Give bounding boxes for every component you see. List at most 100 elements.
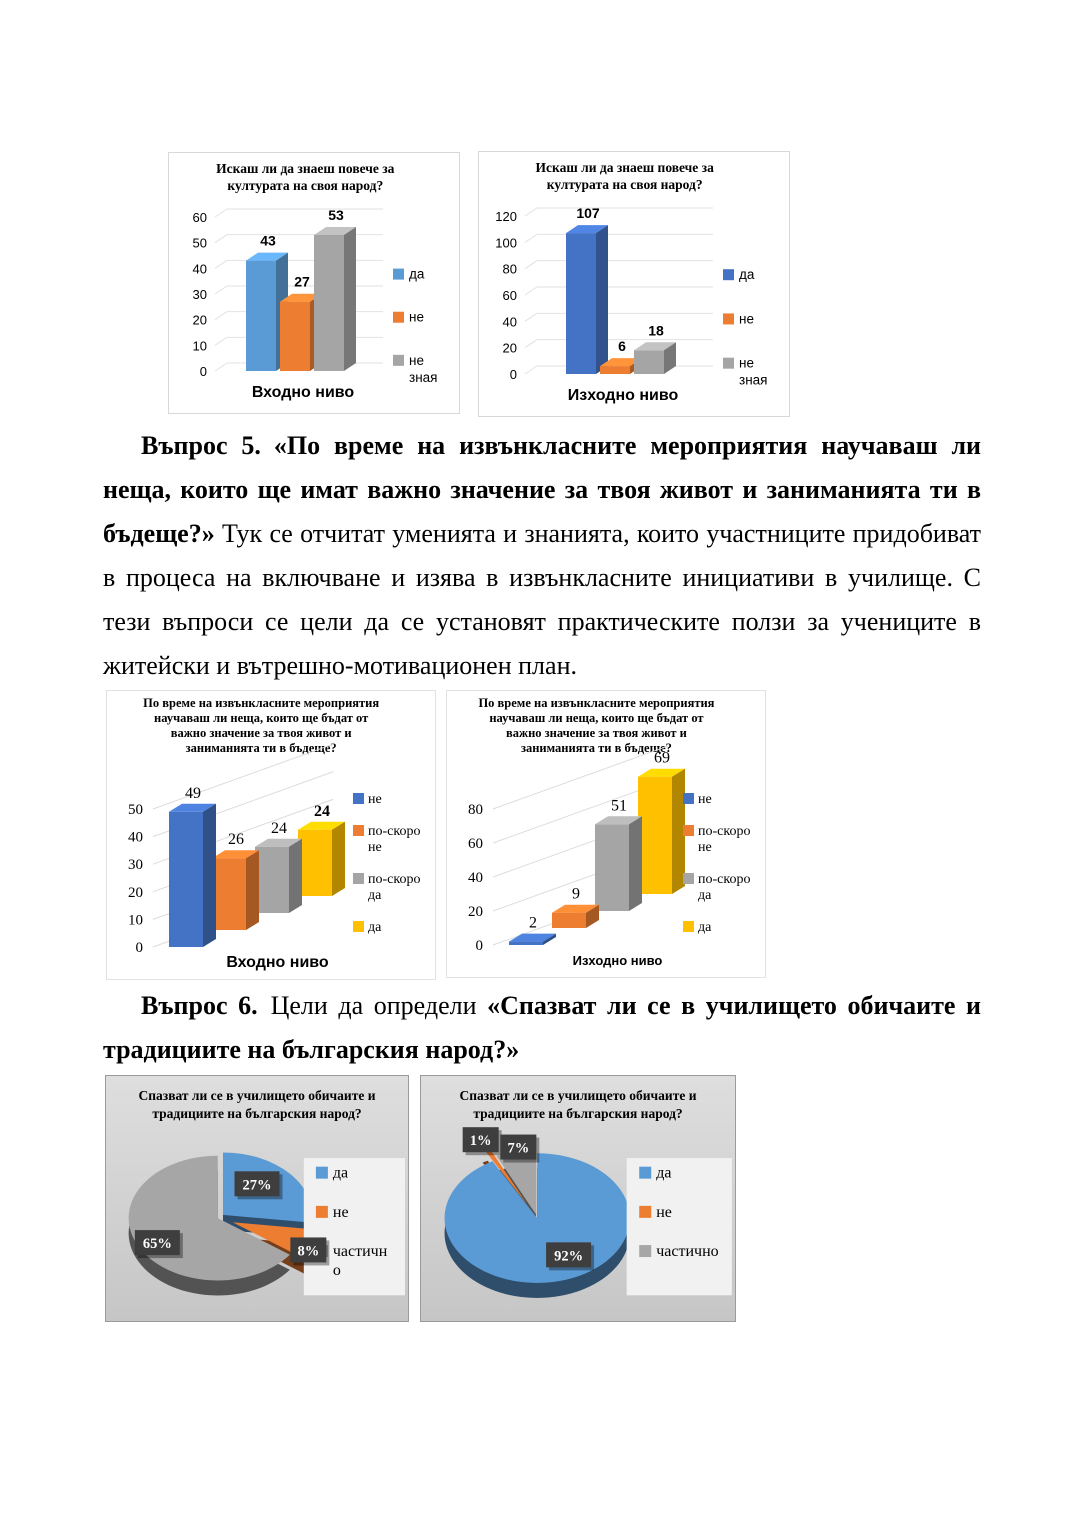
percent-label: 7% [507,1141,529,1157]
legend-label: да [698,920,712,935]
bar-не [169,811,203,947]
y-tick-label: 120 [495,209,517,224]
chart-title: научаваш ли неща, които ще бъдат от [154,711,368,725]
legend-label: по-скоро [698,872,750,887]
legend-swatch [353,921,364,932]
y-tick-label: 30 [128,857,143,873]
category-label: Входно ниво [252,384,355,401]
bar-value-label: 53 [328,207,344,223]
bar-side-по-скоро не [586,904,599,928]
y-tick-label: 60 [503,288,517,303]
percent-label: 65% [143,1236,172,1252]
y-tick-label: 40 [193,261,207,276]
chart-canvas: Искаш ли да знаеш повече за културата на … [495,160,767,404]
bar-side-по-скоро да [289,838,302,913]
bar-value-label: 18 [648,322,664,338]
y-tick-label: 0 [510,367,517,382]
legend-swatch [393,268,404,280]
gridline [524,260,713,270]
legend-label: не [656,1204,672,1221]
gridline [524,286,713,296]
bar-value-label: 6 [618,338,626,354]
bar-chart-benefits-exit-level: По време на извънкласните мероприятия нау… [446,690,766,978]
pie-slice-частично [496,1149,537,1215]
chart-title: заниманията ти в бъдеще? [186,741,337,755]
bar-да [566,233,596,374]
bar-side-да [672,768,685,894]
legend-label: не [409,310,424,325]
chart-canvas: Искаш ли да знаеш повече за културата на … [193,161,438,401]
pie-chart-traditions-exit-level: Спазват ли се в училището обичаите и трад… [420,1075,736,1322]
legend-label: да [698,888,712,903]
question5-paragraph: Въпрос 5. «По време на извънкласните меро… [103,424,981,688]
gridline [524,339,713,349]
pie-slice-не [482,1145,528,1205]
legend-swatch [683,921,694,932]
bar-по-скоро да [255,846,289,913]
bar-по-скоро да [595,824,629,911]
chart-title: научаваш ли неща, които ще бъдат от [489,711,703,725]
bar-top-да [638,768,685,777]
bar-chart-benefits-entry-level: По време на извънкласните мероприятия нау… [106,690,436,980]
legend-label: да [409,267,425,282]
legend-swatch [353,793,364,804]
legend-swatch [393,354,404,366]
bar-top-не зная [314,226,356,235]
legend-label: не [739,311,754,326]
y-tick-label: 0 [476,938,484,954]
bar-value-label: 49 [185,785,201,802]
chart-title: Спазват ли се в училището обичаите и [460,1088,697,1103]
bar-top-не [169,803,216,812]
bar-side-да [596,225,608,374]
bar-side-да [332,821,345,896]
y-tick-label: 60 [193,210,207,225]
legend-swatch [683,825,694,836]
chart-canvas: По време на извънкласните мероприятиянау… [468,696,750,968]
gridline [524,233,713,243]
chart-title: По време на извънкласните мероприятия [478,696,714,710]
gridline [214,259,383,269]
y-tick-label: 50 [128,802,143,818]
category-label: Изходно ниво [568,387,679,404]
legend-label: по-скоро [698,824,750,839]
chart-title: важно значение за твоя живот и [171,726,352,740]
bar-не [280,301,310,371]
bar-да [638,776,672,894]
percent-label-box [462,1127,499,1153]
y-tick-label: 40 [503,314,517,329]
legend-swatch [315,1166,328,1179]
legend-swatch [393,311,404,323]
percent-label-box [500,1134,537,1160]
legend-label: да [656,1165,671,1182]
legend-swatch [353,825,364,836]
bar-не [509,941,543,945]
bar-chart-culture-exit-level: Искаш ли да знаеш повече за културата на … [478,151,790,417]
bar-да [298,829,332,896]
question6-lead: Цели да определи [270,991,477,1020]
chart-title: Искаш ли да знаеш повече за [536,160,715,175]
question6-label: Въпрос 6. [141,991,258,1020]
pie-chart-traditions-entry-level: Спазват ли се в училището обичаите и трад… [105,1075,409,1322]
y-tick-label: 20 [128,885,143,901]
question6-quote: «Спазват ли се в училището обичаите и тр… [103,991,982,1064]
bar-value-label: 107 [576,205,600,221]
legend-label: да [739,267,755,282]
legend-swatch [723,269,734,281]
bar-да [246,260,276,371]
gridline [524,207,713,217]
y-tick-label: 80 [503,262,517,277]
percent-label: 1% [470,1133,492,1149]
bar-value-label: 26 [228,831,244,848]
legend-swatch [639,1205,652,1218]
legend-swatch [723,357,734,369]
bar-top-да [246,252,288,261]
bar-side-по-скоро не [246,850,259,930]
bar-top-по-скоро не [212,850,259,859]
legend-label: не [368,792,382,807]
percent-label-box [134,1230,180,1256]
question5-quote: «По време на извънкласните мероприятия н… [103,431,982,548]
legend-background [303,1158,405,1296]
legend-label: не [409,353,424,368]
chart-title: културата на своя народ? [547,177,703,192]
bar-top-да [298,821,345,830]
